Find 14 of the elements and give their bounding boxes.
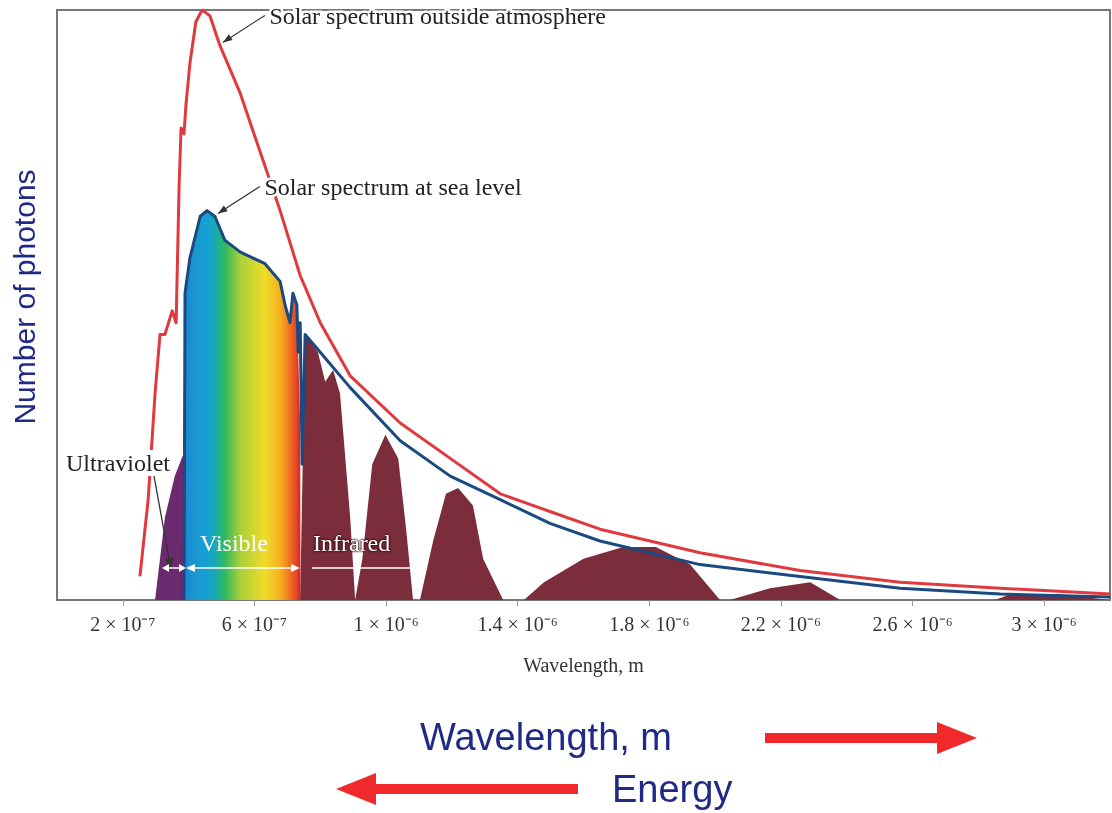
x-tick-label: 3 × 10⁻⁶	[1011, 613, 1077, 635]
x-tick-label: 1 × 10⁻⁶	[353, 613, 419, 635]
x-axis-title: Wavelength, m	[523, 654, 645, 677]
text: Energy	[612, 768, 733, 811]
x-tick-label: 1.4 × 10⁻⁶	[477, 613, 558, 635]
text: Wavelength, m	[420, 716, 673, 759]
x-tick-label: 2 × 10⁻⁷	[90, 613, 156, 635]
y-axis-title: Number of photons	[8, 168, 42, 427]
annotation: Ultraviolet	[64, 450, 172, 476]
x-tick-label: 2.6 × 10⁻⁶	[872, 613, 953, 635]
annotation: Solar spectrum outside atmosphere	[269, 2, 606, 29]
x-tick-label: 6 × 10⁻⁷	[221, 613, 288, 635]
x-tick-label: 2.2 × 10⁻⁶	[740, 613, 822, 635]
x-tick-label: 1.8 × 10⁻⁶	[609, 613, 690, 635]
